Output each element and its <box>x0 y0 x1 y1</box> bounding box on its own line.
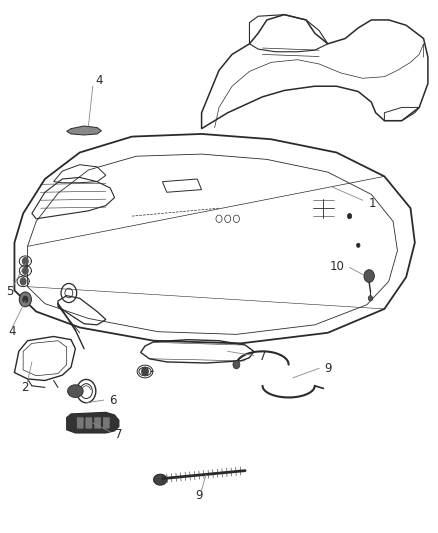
Text: 2: 2 <box>21 381 29 394</box>
Text: 4: 4 <box>8 325 15 338</box>
Circle shape <box>357 243 360 247</box>
Circle shape <box>20 277 27 286</box>
Circle shape <box>364 270 374 282</box>
Circle shape <box>22 266 29 275</box>
Text: 4: 4 <box>95 75 102 87</box>
Circle shape <box>233 360 240 369</box>
Polygon shape <box>67 413 119 433</box>
FancyBboxPatch shape <box>95 418 101 428</box>
Text: 7: 7 <box>259 350 267 363</box>
Text: 10: 10 <box>329 260 344 273</box>
Polygon shape <box>67 385 83 398</box>
FancyBboxPatch shape <box>86 418 92 428</box>
Circle shape <box>22 257 29 265</box>
Text: 5: 5 <box>7 285 14 298</box>
Circle shape <box>368 296 373 301</box>
FancyBboxPatch shape <box>77 418 83 428</box>
Text: 6: 6 <box>110 393 117 407</box>
Text: 1: 1 <box>369 197 377 211</box>
Circle shape <box>141 367 149 376</box>
Text: 9: 9 <box>324 362 332 375</box>
Text: 7: 7 <box>116 427 123 441</box>
FancyBboxPatch shape <box>103 418 110 428</box>
Polygon shape <box>67 126 102 135</box>
Text: 9: 9 <box>196 489 203 502</box>
Circle shape <box>19 292 32 307</box>
Circle shape <box>22 296 28 303</box>
Circle shape <box>347 214 352 219</box>
Polygon shape <box>154 474 167 485</box>
